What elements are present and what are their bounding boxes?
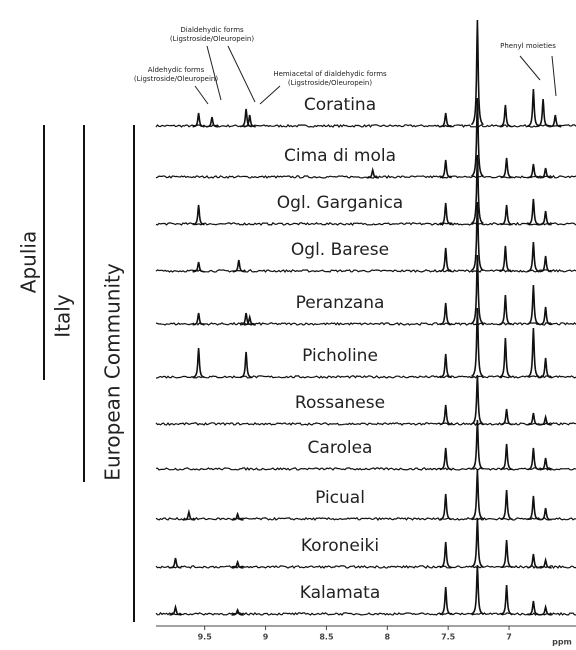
x-tick-label: 9.5 (198, 633, 213, 642)
annotation: Dialdehydic forms (180, 26, 244, 34)
annotation: Phenyl moieties (500, 42, 556, 50)
row-label: Ogl. Barese (291, 240, 389, 260)
group-label: European Community (101, 263, 125, 481)
annotation: (Ligstroside/Oleuropein) (288, 79, 372, 87)
x-tick-label: 8.5 (319, 633, 334, 642)
row-label: Coratina (304, 95, 376, 115)
chart: Apulia Italy European Community Aldehydi… (0, 0, 576, 650)
row-label: Rossanese (295, 393, 385, 413)
annotation: (Ligstroside/Oleuropein) (134, 75, 218, 83)
x-tick-label: 7.5 (441, 633, 456, 642)
row-label: Koroneiki (301, 536, 379, 556)
x-axis-label: ppm (552, 638, 572, 647)
row-label: Kalamata (300, 583, 380, 603)
group-label: Italy (51, 294, 75, 338)
group-label: Apulia (17, 231, 41, 293)
x-tick-label: 9 (263, 633, 269, 642)
row-label: Peranzana (296, 293, 385, 313)
x-tick-label: 8 (385, 633, 391, 642)
row-label: Picholine (302, 346, 378, 366)
annotation: Aldehydic forms (148, 66, 205, 74)
annotation: Hemiacetal of dialdehydic forms (273, 70, 387, 78)
row-label: Ogl. Garganica (277, 193, 403, 213)
row-label: Picual (315, 488, 365, 508)
annotation: (Ligstroside/Oleuropein) (170, 35, 254, 43)
row-label: Cima di mola (284, 146, 396, 166)
background (0, 0, 576, 650)
x-tick-label: 7 (506, 633, 512, 642)
row-label: Carolea (308, 438, 373, 458)
